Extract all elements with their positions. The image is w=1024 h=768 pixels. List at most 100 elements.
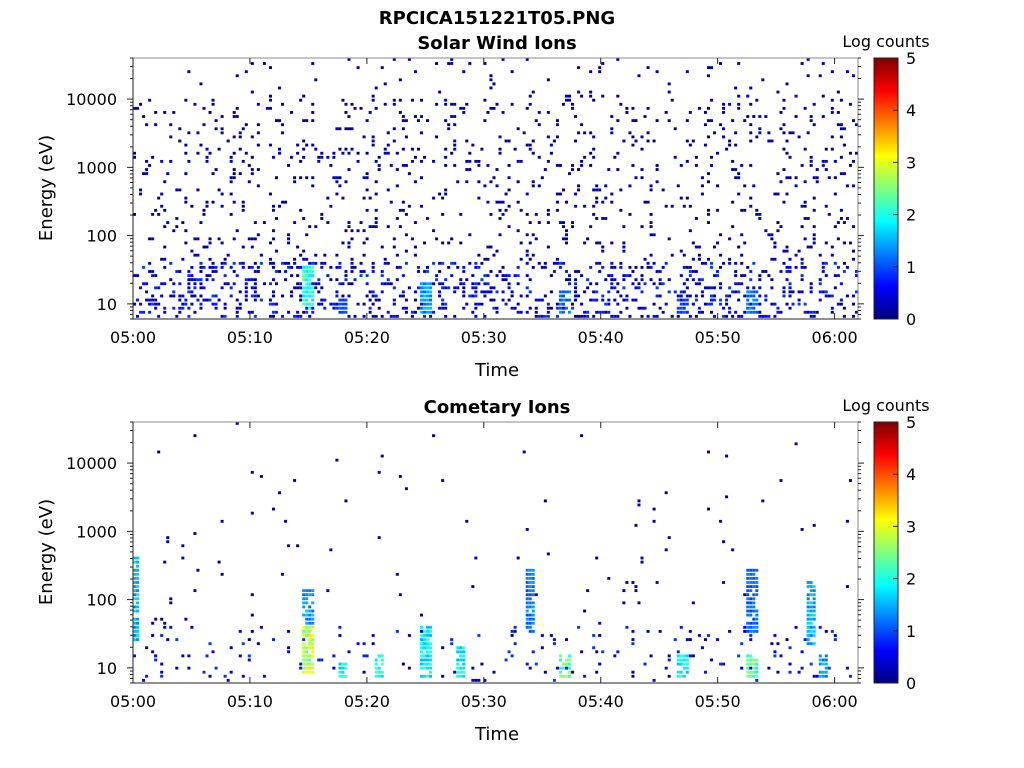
heatmap-cell: [287, 241, 291, 245]
heatmap-cell: [767, 233, 771, 237]
plot-axes: 05:00 05:10 05:20 05:30 05:40 05:50 06:0010100…: [66, 421, 864, 711]
heatmap-cell: [374, 666, 378, 670]
heatmap-cell: [238, 131, 242, 135]
heatmap-cell: [655, 581, 659, 584]
x-tick-label: 06:00: [812, 328, 858, 347]
heatmap-cell: [305, 143, 309, 147]
heatmap-cell: [426, 306, 430, 310]
heatmap-cell: [311, 601, 315, 605]
heatmap-cell: [184, 200, 188, 204]
heatmap-cell: [244, 151, 248, 155]
heatmap-cell: [429, 286, 433, 290]
heatmap-cell: [800, 528, 804, 531]
heatmap-cell: [694, 155, 698, 159]
heatmap-cell: [607, 310, 611, 314]
heatmap-cells: [133, 422, 852, 682]
heatmap-cell: [679, 164, 683, 167]
heatmap-cell: [667, 290, 671, 294]
heatmap-cell: [719, 253, 723, 257]
heatmap-cell: [247, 164, 251, 167]
heatmap-cell: [528, 585, 532, 588]
heatmap-cell: [401, 208, 405, 212]
heatmap-cell: [703, 111, 707, 114]
heatmap-cell: [223, 257, 227, 261]
heatmap-cell: [676, 662, 680, 666]
heatmap-cell: [779, 127, 783, 131]
heatmap-cell: [429, 662, 433, 666]
heatmap-cell: [809, 625, 813, 629]
heatmap-cell: [574, 294, 578, 298]
heatmap-cell: [133, 155, 137, 159]
heatmap-cell: [601, 94, 605, 98]
heatmap-cell: [365, 294, 369, 298]
heatmap-cell: [211, 200, 215, 204]
heatmap-cell: [719, 662, 723, 666]
heatmap-cell: [250, 286, 254, 290]
heatmap-cell: [241, 261, 245, 265]
heatmap-cell: [797, 670, 801, 674]
heatmap-cell: [429, 294, 433, 298]
heatmap-cell: [552, 139, 556, 143]
heatmap-cell: [782, 294, 786, 298]
heatmap-cell: [380, 274, 384, 277]
heatmap-cell: [737, 654, 741, 658]
heatmap-cell: [235, 74, 239, 78]
heatmap-cell: [549, 306, 553, 310]
heatmap-cell: [528, 290, 532, 294]
heatmap-cell: [713, 294, 717, 298]
heatmap-cell: [133, 629, 137, 633]
heatmap-cell: [226, 282, 230, 286]
heatmap-cell: [851, 294, 855, 298]
heatmap-cell: [380, 245, 384, 249]
heatmap-cell: [136, 106, 140, 110]
heatmap-cell: [564, 94, 568, 98]
heatmap-cell: [821, 670, 825, 674]
heatmap-cell: [332, 654, 336, 658]
heatmap-cell: [670, 253, 674, 257]
heatmap-cell: [794, 94, 798, 98]
heatmap-cell: [314, 225, 318, 229]
heatmap-cell: [589, 164, 593, 167]
heatmap-cell: [474, 265, 478, 269]
heatmap-cell: [601, 310, 605, 314]
heatmap-cell: [274, 282, 278, 286]
heatmap-cell: [308, 629, 312, 633]
heatmap-cell: [649, 225, 653, 229]
heatmap-cell: [498, 200, 502, 204]
heatmap-cell: [637, 306, 641, 310]
heatmap-cell: [465, 159, 469, 163]
heatmap-cell: [305, 274, 309, 277]
heatmap-cell: [447, 241, 451, 245]
heatmap-cell: [634, 119, 638, 123]
heatmap-cell: [830, 306, 834, 310]
heatmap-cell: [453, 143, 457, 147]
heatmap-cell: [214, 666, 218, 670]
heatmap-cell: [640, 306, 644, 310]
heatmap-cell: [462, 654, 466, 658]
heatmap-cell: [622, 601, 626, 605]
heatmap-cell: [290, 290, 294, 294]
heatmap-cell: [555, 164, 559, 167]
heatmap-cell: [682, 662, 686, 666]
heatmap-cell: [278, 147, 282, 151]
heatmap-cell: [423, 310, 427, 314]
heatmap-cell: [531, 589, 535, 593]
heatmap-cell: [465, 519, 469, 523]
heatmap-cell: [812, 617, 816, 621]
heatmap-cell: [646, 131, 650, 135]
heatmap-cell: [229, 670, 233, 674]
heatmap-cell: [308, 282, 312, 286]
heatmap-cell: [287, 237, 291, 241]
heatmap-cell: [628, 131, 632, 135]
heatmap-cell: [564, 233, 568, 237]
heatmap-cell: [308, 290, 312, 294]
heatmap-cell: [842, 172, 846, 176]
heatmap-cell: [241, 159, 245, 163]
heatmap-cell: [271, 507, 275, 511]
heatmap-cell: [589, 131, 593, 135]
heatmap-cell: [752, 629, 756, 633]
heatmap-cell: [655, 286, 659, 290]
heatmap-cell: [592, 147, 596, 151]
heatmap-cell: [761, 499, 765, 503]
heatmap-cell: [758, 278, 762, 282]
